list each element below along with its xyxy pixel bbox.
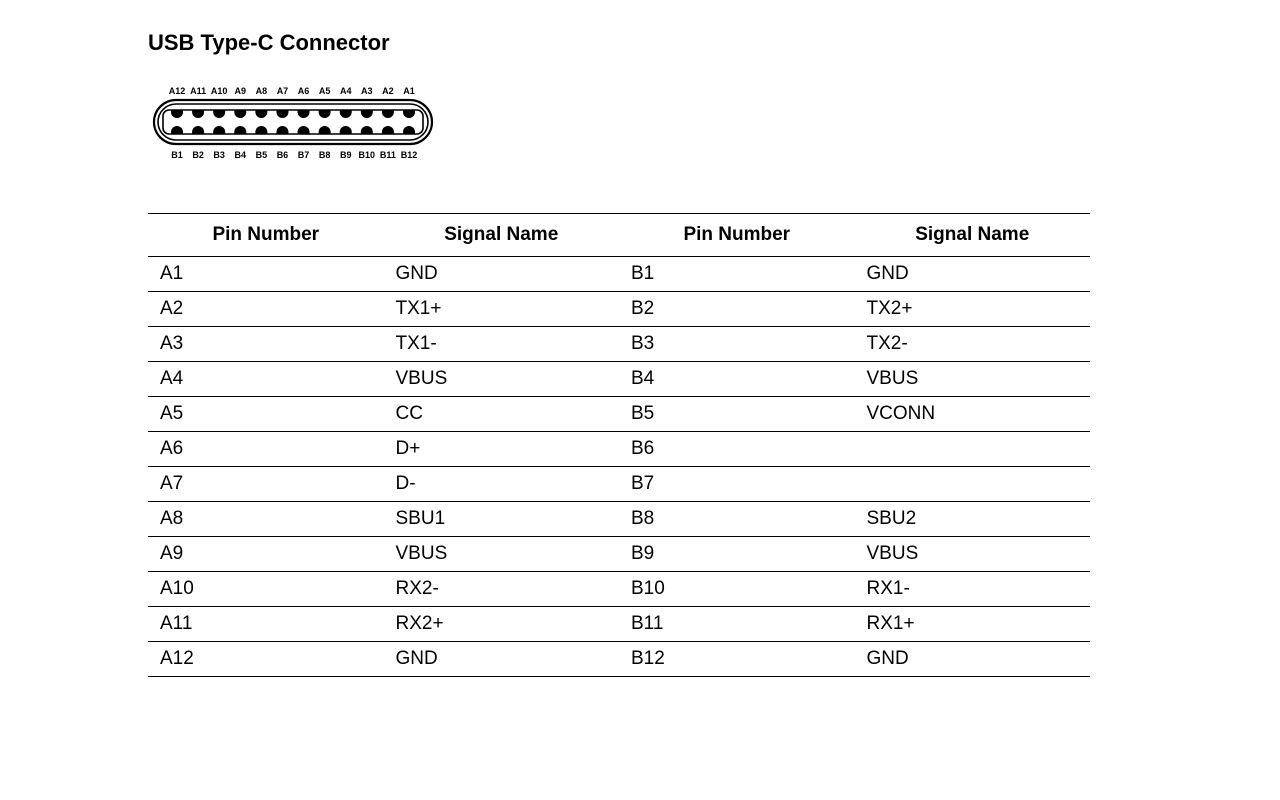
signal-name-cell: CC <box>384 397 620 432</box>
signal-name-cell: GND <box>384 257 620 292</box>
signal-name-cell: VBUS <box>855 537 1091 572</box>
pin-number-cell: A2 <box>148 292 384 327</box>
table-row: A11RX2+B11RX1+ <box>148 607 1090 642</box>
signal-name-cell: TX1+ <box>384 292 620 327</box>
signal-name-cell: RX2+ <box>384 607 620 642</box>
pin-number-cell: B9 <box>619 537 855 572</box>
table-row: A2TX1+B2TX2+ <box>148 292 1090 327</box>
pin-number-cell: A5 <box>148 397 384 432</box>
table-row: A12GNDB12GND <box>148 642 1090 677</box>
table-row: A8SBU1B8SBU2 <box>148 502 1090 537</box>
connector-diagram: A12 A11 A10 A9 A8 A7 A6 A5 A4 A3 A2 A1 B1 B2 B3 B4 B5 B6 B… <box>148 82 1090 173</box>
signal-name-cell: GND <box>855 642 1091 677</box>
svg-text:A10: A10 <box>211 86 228 96</box>
pin-number-cell: B10 <box>619 572 855 607</box>
signal-name-cell: VCONN <box>855 397 1091 432</box>
table-row: A1GNDB1GND <box>148 257 1090 292</box>
table-row: A10RX2-B10RX1- <box>148 572 1090 607</box>
signal-name-cell: TX2- <box>855 327 1091 362</box>
signal-name-cell: SBU2 <box>855 502 1091 537</box>
pin-number-cell: B5 <box>619 397 855 432</box>
svg-text:A1: A1 <box>403 86 415 96</box>
svg-text:A7: A7 <box>277 86 289 96</box>
svg-text:A6: A6 <box>298 86 310 96</box>
svg-text:B6: B6 <box>277 150 289 160</box>
svg-text:B11: B11 <box>380 150 396 160</box>
table-header-cell: Pin Number <box>148 214 384 257</box>
usb-c-connector-icon: A12 A11 A10 A9 A8 A7 A6 A5 A4 A3 A2 A1 B1 B2 B3 B4 B5 B6 B… <box>148 82 438 168</box>
svg-text:A3: A3 <box>361 86 373 96</box>
table-header-cell: Signal Name <box>855 214 1091 257</box>
table-row: A9VBUSB9VBUS <box>148 537 1090 572</box>
signal-name-cell: GND <box>855 257 1091 292</box>
pin-number-cell: B11 <box>619 607 855 642</box>
pin-number-cell: B6 <box>619 432 855 467</box>
pin-number-cell: B8 <box>619 502 855 537</box>
pin-number-cell: B12 <box>619 642 855 677</box>
svg-text:A9: A9 <box>235 86 247 96</box>
signal-name-cell: GND <box>384 642 620 677</box>
svg-text:B12: B12 <box>401 150 418 160</box>
table-row: A7D-B7 <box>148 467 1090 502</box>
svg-text:B2: B2 <box>192 150 204 160</box>
pin-number-cell: A9 <box>148 537 384 572</box>
signal-name-cell: VBUS <box>384 537 620 572</box>
table-row: A5CCB5VCONN <box>148 397 1090 432</box>
table-row: A4VBUSB4VBUS <box>148 362 1090 397</box>
pin-number-cell: A12 <box>148 642 384 677</box>
signal-name-cell: RX1- <box>855 572 1091 607</box>
svg-text:B7: B7 <box>298 150 310 160</box>
pin-number-cell: A11 <box>148 607 384 642</box>
svg-text:A4: A4 <box>340 86 352 96</box>
signal-name-cell: RX1+ <box>855 607 1091 642</box>
svg-text:B1: B1 <box>171 150 183 160</box>
table-header-row: Pin NumberSignal NamePin NumberSignal Na… <box>148 214 1090 257</box>
signal-name-cell: TX2+ <box>855 292 1091 327</box>
pin-number-cell: A8 <box>148 502 384 537</box>
svg-text:B8: B8 <box>319 150 331 160</box>
pin-number-cell: A3 <box>148 327 384 362</box>
signal-name-cell: D+ <box>384 432 620 467</box>
signal-name-cell <box>855 467 1091 502</box>
pin-number-cell: B4 <box>619 362 855 397</box>
table-row: A3TX1-B3TX2- <box>148 327 1090 362</box>
svg-text:B3: B3 <box>213 150 225 160</box>
pin-number-cell: A7 <box>148 467 384 502</box>
signal-name-cell: SBU1 <box>384 502 620 537</box>
table-row: A6D+B6 <box>148 432 1090 467</box>
svg-text:A5: A5 <box>319 86 331 96</box>
signal-name-cell: VBUS <box>384 362 620 397</box>
pin-number-cell: B1 <box>619 257 855 292</box>
table-header-cell: Signal Name <box>384 214 620 257</box>
svg-text:B5: B5 <box>256 150 268 160</box>
signal-name-cell <box>855 432 1091 467</box>
pin-number-cell: A6 <box>148 432 384 467</box>
svg-text:A12: A12 <box>169 86 186 96</box>
pin-number-cell: B2 <box>619 292 855 327</box>
signal-name-cell: RX2- <box>384 572 620 607</box>
pin-number-cell: A1 <box>148 257 384 292</box>
svg-text:B4: B4 <box>235 150 247 160</box>
signal-name-cell: VBUS <box>855 362 1091 397</box>
table-header-cell: Pin Number <box>619 214 855 257</box>
svg-text:B10: B10 <box>359 150 376 160</box>
svg-text:B9: B9 <box>340 150 352 160</box>
svg-text:A11: A11 <box>190 86 206 96</box>
pin-number-cell: B7 <box>619 467 855 502</box>
svg-text:A2: A2 <box>382 86 394 96</box>
svg-text:A8: A8 <box>256 86 268 96</box>
signal-name-cell: TX1- <box>384 327 620 362</box>
pin-number-cell: B3 <box>619 327 855 362</box>
signal-name-cell: D- <box>384 467 620 502</box>
pin-number-cell: A4 <box>148 362 384 397</box>
page-title: USB Type-C Connector <box>148 30 1090 56</box>
pin-number-cell: A10 <box>148 572 384 607</box>
pinout-table: Pin NumberSignal NamePin NumberSignal Na… <box>148 213 1090 677</box>
